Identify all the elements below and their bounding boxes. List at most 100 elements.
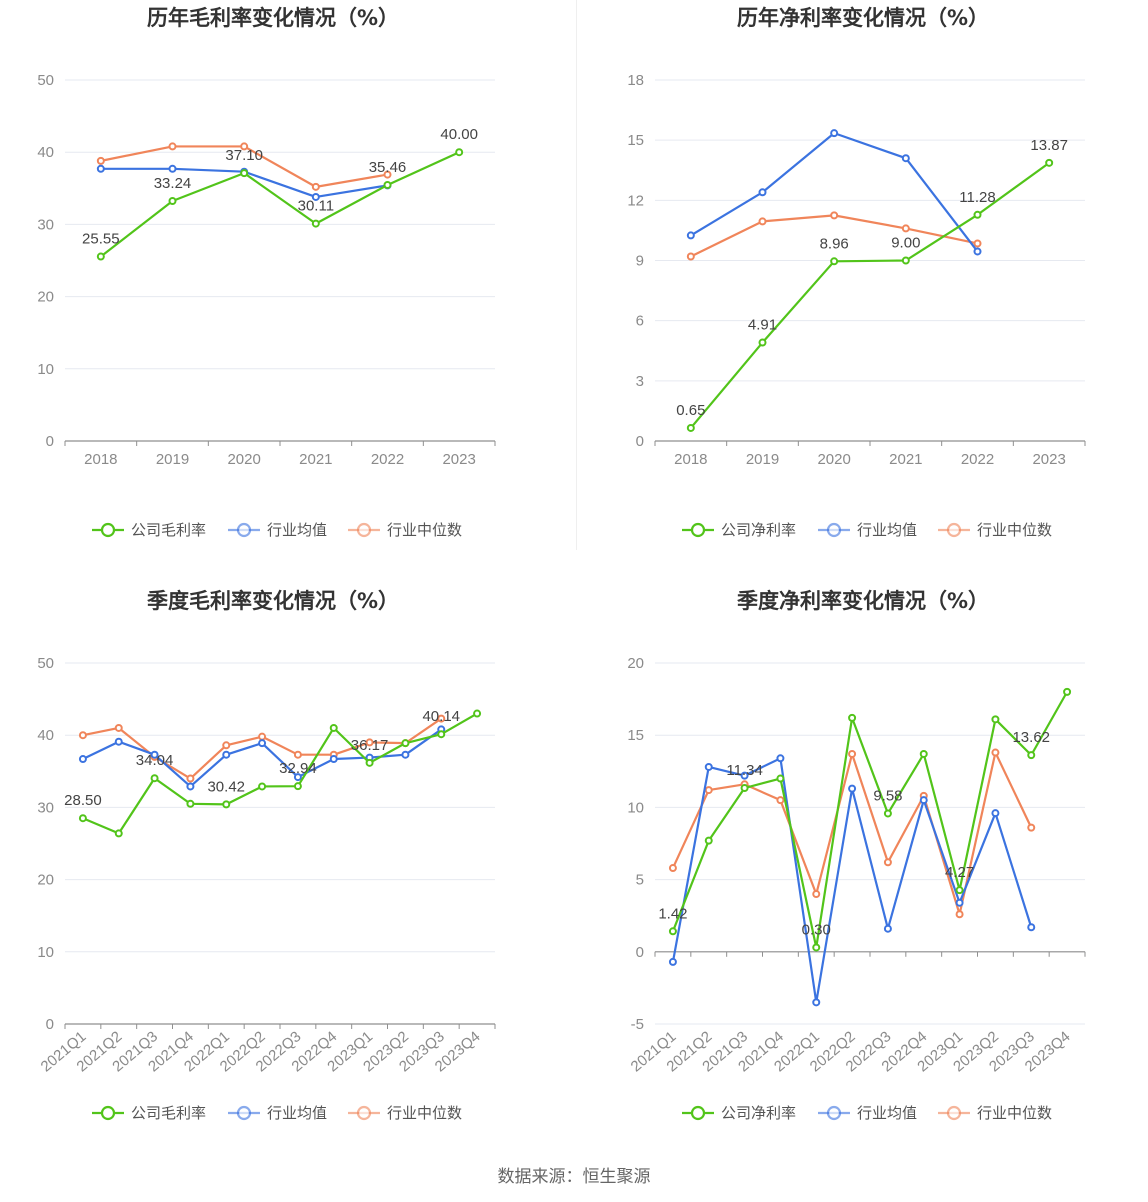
data-point-company: [812, 943, 821, 952]
y-tick-label: 10: [37, 361, 54, 378]
chart-svg: 季度毛利率变化情况（%）010203040502021Q12021Q22021Q…: [37, 589, 496, 1122]
series-line-company: [100, 151, 460, 258]
data-point-company: [883, 809, 892, 818]
data-point-avg: [168, 164, 177, 173]
x-tick-label: 2021: [889, 451, 922, 468]
data-point-median: [365, 738, 374, 747]
chart-title: 季度净利率变化情况（%）: [737, 589, 989, 613]
data-point-avg: [776, 754, 785, 763]
data-label: 40.14: [422, 708, 460, 725]
data-point-avg: [96, 164, 105, 173]
y-tick-label: 0: [46, 433, 54, 450]
chart-title: 历年毛利率变化情况（%）: [147, 6, 399, 30]
legend-swatch-marker: [356, 522, 372, 538]
legend-item-median: 行业中位数: [348, 1104, 462, 1122]
data-label: 0.65: [676, 402, 705, 419]
series-line-avg: [671, 757, 1033, 1004]
data-point-avg: [991, 809, 1000, 818]
data-point-median: [668, 864, 677, 873]
chart-panel-4: 季度净利率变化情况（%） -5 0 5 10 15 20 2021Q1 2021Q2 2021Q3…: [590, 583, 1148, 1166]
data-point-company: [901, 256, 910, 265]
data-point-company: [96, 252, 105, 261]
legend-label: 公司毛利率: [131, 521, 206, 539]
data-label: 28.50: [64, 792, 102, 809]
data-point-company: [704, 836, 713, 845]
data-point-company: [222, 800, 231, 809]
data-point-avg: [901, 154, 910, 163]
data-point-avg: [258, 739, 267, 748]
data-point-avg: [919, 796, 928, 805]
data-point-median: [830, 211, 839, 220]
data-point-median: [812, 890, 821, 899]
chart-svg: 历年净利率变化情况（%） 0 3 6 9 12 15 18 2018 2019 2020 2021 20…: [627, 6, 1086, 539]
data-label: 11.34: [726, 762, 762, 779]
data-point-median: [240, 142, 249, 151]
data-point-company: [78, 814, 87, 823]
chart-svg: 季度净利率变化情况（%）-5051015202021Q12021Q22021Q3…: [627, 589, 1086, 1122]
legend-label: 行业中位数: [387, 521, 462, 539]
data-point-company: [258, 782, 267, 791]
data-point-company: [740, 784, 749, 793]
data-point-median: [758, 217, 767, 226]
legend-label: 公司净利率: [721, 1104, 796, 1122]
data-point-avg: [955, 898, 964, 907]
data-point-company: [973, 210, 982, 219]
x-tick-label: 2021: [299, 451, 332, 468]
series-line-company: [689, 161, 1050, 429]
data-point-median: [1027, 823, 1036, 832]
legend-label: 行业中位数: [387, 1104, 462, 1122]
y-tick-label: 12: [627, 192, 644, 209]
data-label: 8.96: [820, 235, 849, 252]
data-point-company: [1027, 751, 1036, 760]
data-point-company: [758, 338, 767, 347]
data-point-avg: [401, 750, 410, 759]
data-point-median: [883, 858, 892, 867]
x-tick-label: 2022: [961, 451, 994, 468]
legend-item-avg: 行业均值: [228, 521, 327, 539]
data-point-company: [473, 709, 482, 718]
data-label: 30.11: [298, 198, 334, 215]
y-tick-label: 40: [37, 727, 54, 744]
y-tick-label: 0: [636, 944, 644, 961]
data-point-company: [455, 148, 464, 157]
data-point-median: [293, 750, 302, 759]
data-label: 32.94: [279, 760, 317, 777]
legend-label: 行业均值: [267, 521, 327, 539]
data-point-company: [114, 829, 123, 838]
data-point-avg: [686, 231, 695, 240]
data-label: 1.42: [658, 905, 687, 922]
y-tick-label: 15: [627, 727, 644, 744]
legend-swatch-marker: [236, 1105, 252, 1121]
data-point-avg: [740, 771, 749, 780]
data-label: 9.00: [891, 235, 920, 252]
y-tick-label: 3: [636, 373, 644, 390]
data-point-median: [311, 182, 320, 191]
data-point-company: [150, 774, 159, 783]
data-point-avg: [758, 188, 767, 197]
data-point-median: [955, 910, 964, 919]
series-median: [96, 142, 392, 191]
x-tick-label: 2023: [442, 451, 475, 468]
legend-label: 公司毛利率: [131, 1104, 206, 1122]
legend-swatch-marker: [826, 522, 842, 538]
y-tick-label: 30: [37, 216, 54, 233]
y-tick-label: 10: [37, 944, 54, 961]
data-source: 数据来源：恒生聚源: [497, 1167, 651, 1187]
legend-swatch-marker: [236, 522, 252, 538]
chart-panel-3: 季度毛利率变化情况（%） 0 10 20 30 40 50 2021Q1 2021Q2 2021Q…: [0, 583, 574, 1166]
data-point-avg: [848, 784, 857, 793]
data-point-median: [96, 156, 105, 165]
data-point-company: [329, 723, 338, 732]
data-point-company: [293, 782, 302, 791]
data-point-company: [668, 927, 677, 936]
data-label: 9.58: [873, 787, 902, 804]
legend-item-avg: 行业均值: [818, 521, 917, 539]
y-tick-label: 30: [37, 799, 54, 816]
data-point-median: [114, 723, 123, 732]
data-point-avg: [311, 192, 320, 201]
legend-item-avg: 行业均值: [228, 1104, 327, 1122]
data-point-company: [848, 713, 857, 722]
data-point-avg: [222, 750, 231, 759]
legend-swatch-marker: [690, 1105, 706, 1121]
